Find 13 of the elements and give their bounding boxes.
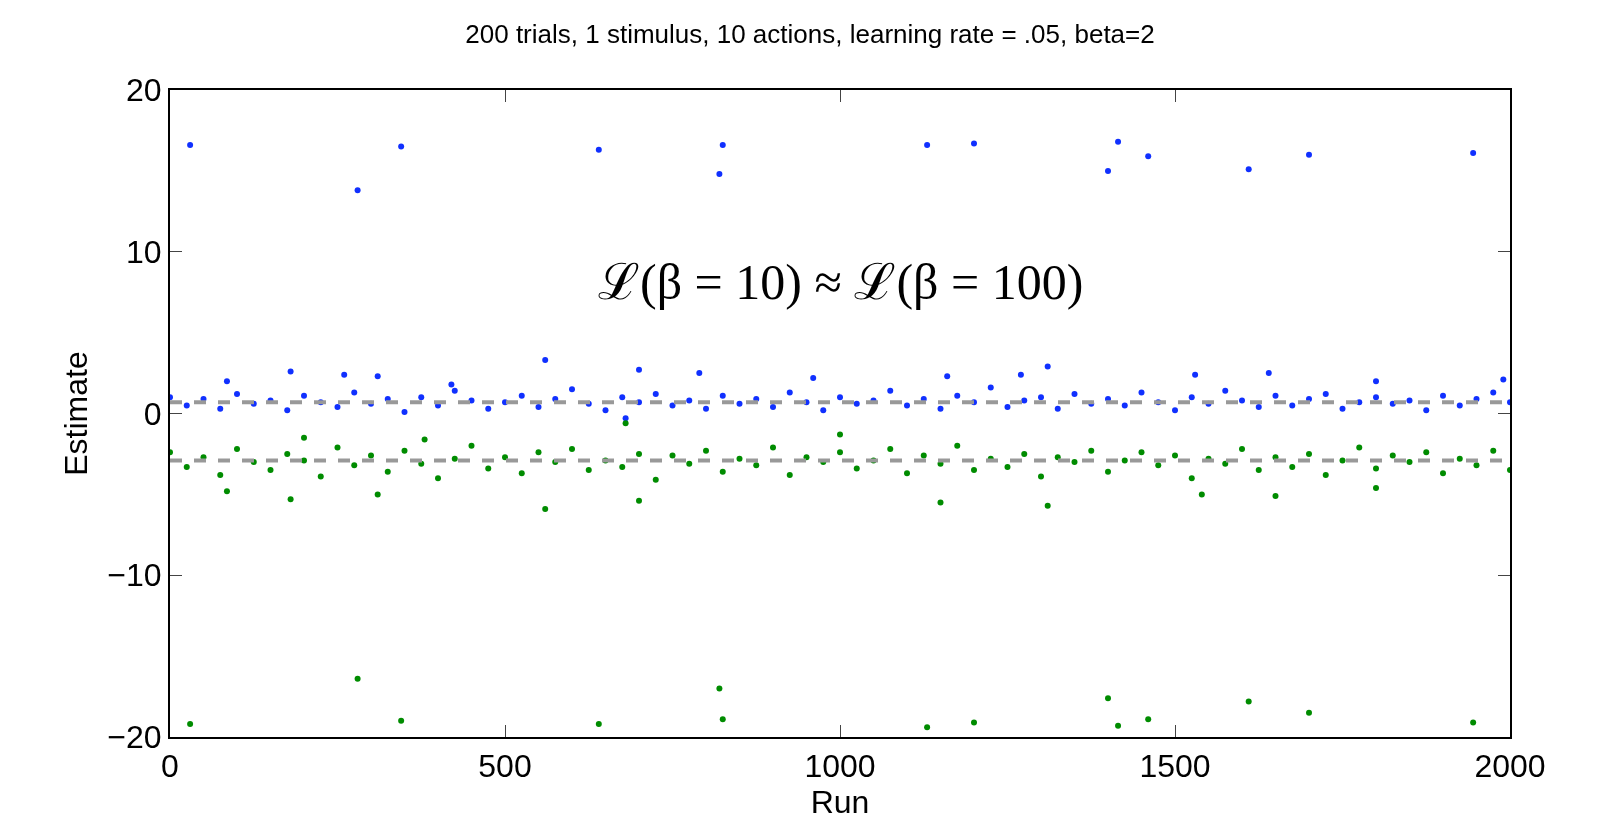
chart-title: 200 trials, 1 stimulus, 10 actions, learning rate = .05, beta=2 [465,19,1155,50]
x-tick-label: 2000 [1474,748,1546,785]
y-tick-label: 10 [126,233,162,270]
x-tick-label: 500 [478,748,532,785]
y-tick-label: 20 [126,72,162,109]
x-tick-label: 1000 [804,748,876,785]
x-axis-title: Run [810,784,870,821]
y-tick-label: 0 [143,395,162,432]
y-tick-label: −20 [107,719,162,756]
y-axis-title: Estimate [58,351,95,476]
x-tick-label: 1500 [1139,748,1211,785]
y-tick-label: −10 [107,557,162,594]
annotation: ℒ(β = 10) ≈ ℒ(β = 100) [598,254,1084,310]
